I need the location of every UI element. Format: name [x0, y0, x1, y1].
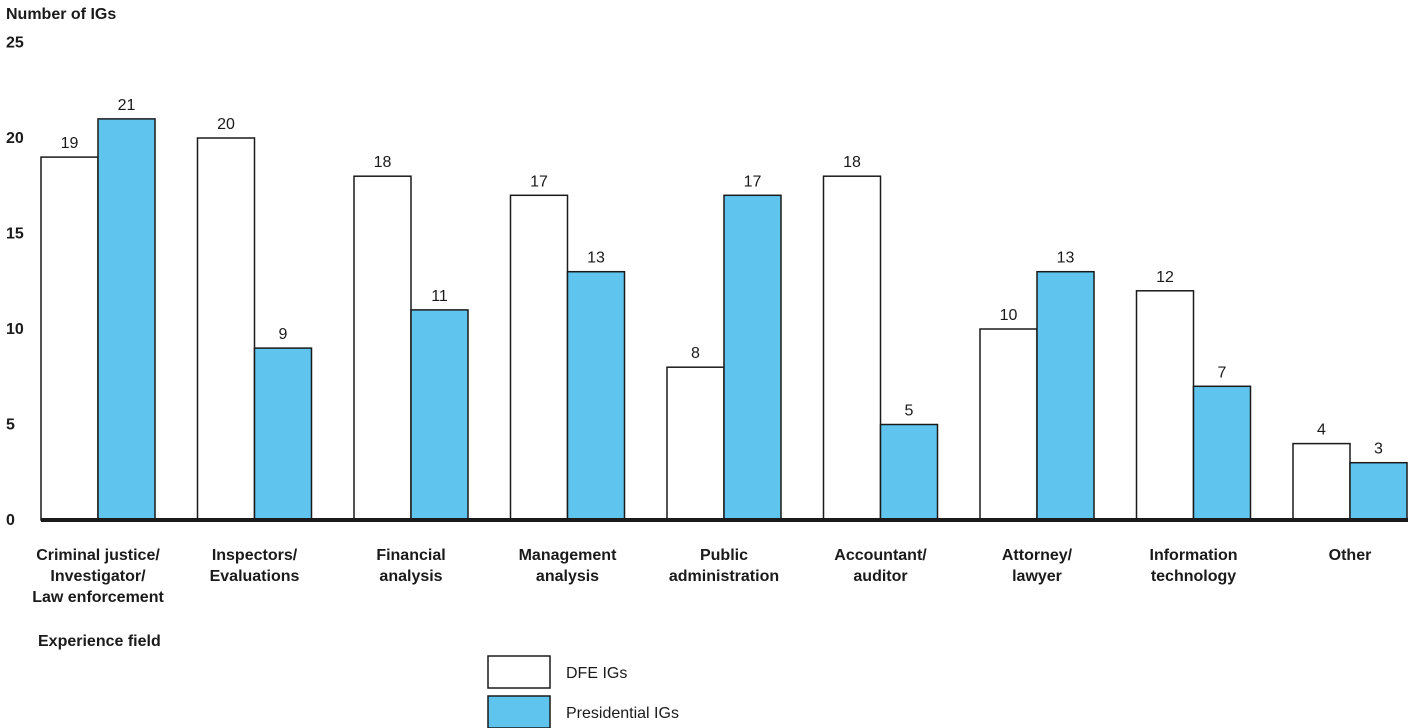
- bar-presidential: [410, 309, 469, 521]
- x-tick-label-line: Attorney/: [1002, 547, 1073, 564]
- bar-dfe: [353, 175, 412, 521]
- x-tick-label-line: Public: [700, 547, 748, 564]
- x-tick-label: Inspectors/Evaluations: [210, 547, 300, 585]
- y-tick-label: 15: [6, 226, 24, 243]
- x-tick-label-line: Accountant/: [834, 547, 927, 564]
- x-tick-label: Financial analysis: [376, 547, 445, 585]
- bar-dfe: [40, 156, 99, 521]
- bar-dfe: [1292, 442, 1351, 521]
- bar-presidential: [1192, 385, 1252, 521]
- y-tick-label: 25: [6, 35, 24, 52]
- data-label: 21: [118, 97, 136, 114]
- bar-dfe: [666, 366, 725, 521]
- x-tick-label-line: analysis: [379, 568, 442, 585]
- y-tick-label: 20: [6, 130, 24, 147]
- bar-dfe: [1135, 290, 1195, 521]
- y-axis-title: Number of IGs: [6, 6, 116, 23]
- legend: DFE IGs Presidential IGs: [487, 655, 679, 728]
- legend-swatch-presidential: [487, 695, 551, 728]
- x-tick-label: Accountant/auditor: [834, 547, 927, 585]
- x-tick-label-line: Other: [1329, 547, 1372, 564]
- x-tick-label: Attorney/lawyer: [1002, 547, 1073, 585]
- bar-presidential: [723, 194, 782, 521]
- x-tick-label: Criminal justice/Investigator/Law enforc…: [32, 547, 164, 606]
- data-label: 10: [1000, 307, 1018, 324]
- x-tick-label-line: auditor: [853, 568, 907, 585]
- x-tick-label-line: Inspectors/: [212, 547, 298, 564]
- x-tick-label-line: technology: [1151, 568, 1236, 585]
- value-labels: 19 21 20 9 18 11 17 13 8 17 18 5 10 13 12 7 4 3: [61, 97, 1383, 458]
- data-label: 18: [374, 154, 392, 171]
- bar-dfe: [509, 194, 569, 521]
- y-tick-label: 5: [6, 417, 15, 434]
- bar-dfe: [196, 137, 256, 521]
- data-label: 20: [217, 116, 235, 133]
- y-tick-label: 0: [6, 512, 15, 529]
- x-tick-label: Public administration: [669, 547, 779, 585]
- bar-presidential: [253, 347, 313, 521]
- bars: [40, 118, 1408, 521]
- x-tick-label-line: Criminal justice/: [36, 547, 160, 564]
- category-labels: Criminal justice/Investigator/Law enforc…: [32, 547, 1371, 606]
- data-label: 7: [1218, 364, 1227, 381]
- x-tick-label: Management analysis: [519, 547, 617, 585]
- x-tick-label-line: lawyer: [1012, 568, 1062, 585]
- x-tick-label-line: analysis: [536, 568, 599, 585]
- x-tick-label-line: administration: [669, 568, 779, 585]
- data-label: 4: [1317, 422, 1326, 439]
- data-label: 11: [431, 288, 448, 305]
- data-label: 17: [530, 173, 548, 190]
- data-label: 5: [905, 403, 914, 420]
- x-tick-label-line: Management: [519, 547, 617, 564]
- bar-dfe: [822, 175, 882, 521]
- data-label: 17: [744, 173, 762, 190]
- legend-swatch-dfe: [487, 655, 551, 689]
- x-tick-label-line: Evaluations: [210, 568, 300, 585]
- y-axis-ticks: 0 5 10 15 20 25: [6, 35, 24, 530]
- bar-presidential: [97, 118, 156, 521]
- x-tick-label: Information technology: [1150, 547, 1238, 585]
- legend-label-presidential: Presidential IGs: [566, 705, 679, 722]
- x-tick-label-line: Law enforcement: [32, 589, 164, 606]
- data-label: 19: [61, 135, 79, 152]
- bar-presidential: [879, 423, 939, 521]
- x-tick-label: Other: [1329, 547, 1372, 564]
- bar-dfe: [979, 328, 1038, 521]
- data-label: 3: [1374, 441, 1383, 458]
- data-label: 13: [587, 250, 605, 267]
- data-label: 12: [1156, 269, 1174, 286]
- legend-label-dfe: DFE IGs: [566, 665, 627, 682]
- x-tick-label-line: Financial: [376, 547, 445, 564]
- bar-presidential: [1349, 461, 1408, 521]
- data-label: 18: [843, 154, 861, 171]
- y-tick-label: 10: [6, 321, 24, 338]
- data-label: 9: [279, 326, 288, 343]
- bar-presidential: [1036, 270, 1095, 521]
- x-tick-label-line: Information: [1150, 547, 1238, 564]
- data-label: 13: [1057, 250, 1075, 267]
- data-label: 8: [691, 345, 700, 362]
- x-tick-label-line: Investigator/: [50, 568, 146, 585]
- x-axis-title: Experience field: [38, 633, 161, 650]
- bar-presidential: [566, 270, 626, 521]
